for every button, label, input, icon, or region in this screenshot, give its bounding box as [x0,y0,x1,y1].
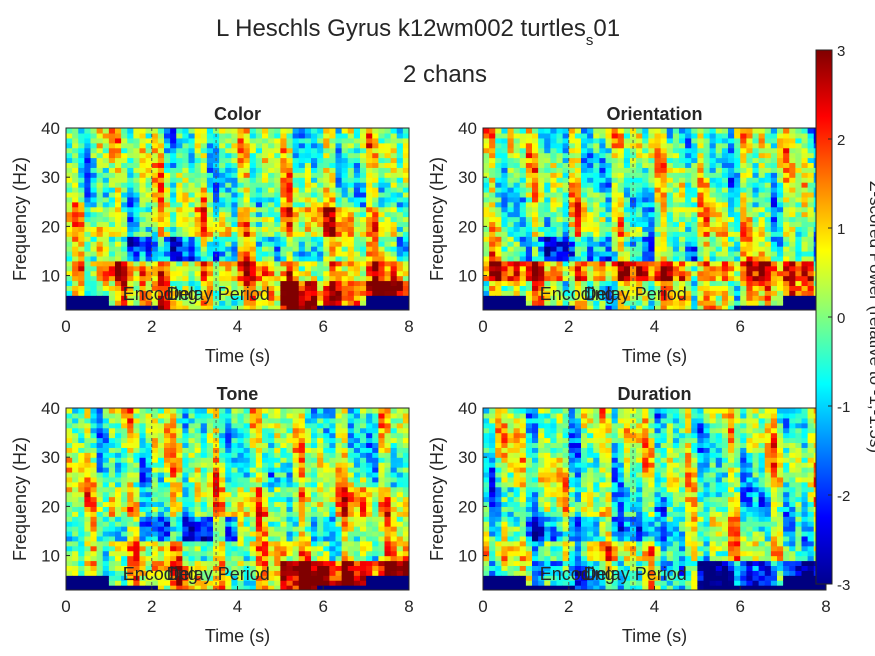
x-tick-label: 4 [650,317,659,336]
heatmap-cells [66,408,409,590]
panel-title: Duration [618,384,692,404]
y-tick-label: 40 [458,399,477,418]
x-tick-label: 6 [319,317,328,336]
y-axis-label: Frequency (Hz) [10,437,30,561]
y-tick-label: 20 [458,497,477,516]
y-tick-label: 10 [41,547,60,566]
colorbar-label: Z-scored Power (relative to -1,-1.5s) [866,181,875,453]
panel-title: Orientation [606,104,702,124]
y-axis-label: Frequency (Hz) [427,157,447,281]
annotation-delay-period: Delay Period [584,284,687,304]
panel-title: Color [214,104,261,124]
y-tick-label: 30 [458,168,477,187]
x-tick-label: 2 [564,597,573,616]
annotation-delay-period: Delay Period [167,564,270,584]
heatmap-cells [66,128,409,310]
colorbar-tick-label: 3 [837,43,845,60]
x-tick-label: 4 [233,597,242,616]
x-tick-label: 6 [736,597,745,616]
y-axis-label: Frequency (Hz) [427,437,447,561]
colorbar-tick-label: -3 [837,577,850,594]
colorbar-tick-label: -2 [837,488,850,505]
y-tick-label: 20 [458,217,477,236]
annotation-encoding: Encoding [123,284,198,304]
x-tick-label: 8 [404,317,413,336]
heatmap-cells [483,128,826,310]
colorbar: 3 2 1 0 -1 -2 -3 Z-scored Power (relative to -… [815,43,875,594]
panel-orientation: Orientation0246810203040Time (s)Frequenc… [427,104,831,366]
panel-tone: Tone 0 2 4 6 8 10 20 30 40 Time (s) Frequency (Hz) E… [10,384,414,646]
x-tick-label: 2 [147,317,156,336]
x-tick-label: 6 [736,317,745,336]
annotation-delay-period: Delay Period [584,564,687,584]
x-axis-label: Time (s) [622,626,687,646]
y-tick-label: 40 [458,119,477,138]
y-tick-label: 30 [41,448,60,467]
x-tick-label: 0 [61,597,70,616]
colorbar-tick-label: 1 [837,221,845,238]
x-axis-label: Time (s) [205,626,270,646]
y-tick-label: 10 [458,547,477,566]
y-tick-label: 40 [41,399,60,418]
x-tick-label: 4 [233,317,242,336]
panel-title: Tone [217,384,259,404]
y-tick-label: 20 [41,217,60,236]
x-tick-label: 0 [478,597,487,616]
colorbar-tick-label: 0 [837,310,845,327]
x-tick-label: 0 [478,317,487,336]
x-axis-label: Time (s) [622,346,687,366]
colorbar-tick-label: -1 [837,399,850,416]
y-tick-label: 10 [41,267,60,286]
x-tick-label: 2 [147,597,156,616]
colorbar-ticks: 3 2 1 0 -1 -2 -3 [828,43,850,594]
figure-title: L Heschls Gyrus k12wm002 turtless01 [216,15,620,49]
y-tick-label: 10 [458,267,477,286]
x-tick-label: 6 [319,597,328,616]
y-tick-label: 40 [41,119,60,138]
panel-color: Color 0 2 4 6 8 10 20 30 40 Time (s) Frequency (Hz)… [10,104,414,366]
y-axis-label: Frequency (Hz) [10,157,30,281]
x-tick-label: 0 [61,317,70,336]
annotation-encoding: Encoding [123,564,198,584]
x-tick-label: 2 [564,317,573,336]
annotation-encoding: Encoding [540,284,615,304]
annotation-delay-period: Delay Period [167,284,270,304]
x-axis-label: Time (s) [205,346,270,366]
annotation-encoding: Encoding [540,564,615,584]
x-tick-label: 4 [650,597,659,616]
y-tick-label: 30 [458,448,477,467]
panel-duration: Duration 0 2 4 6 8 10 20 30 40 Time (s) Frequency (… [427,384,831,646]
heatmap-cells [483,408,826,590]
x-tick-label: 8 [821,597,830,616]
figure-subtitle: 2 chans [403,61,487,88]
y-tick-label: 30 [41,168,60,187]
colorbar-tick-label: 2 [837,132,845,149]
y-tick-label: 20 [41,497,60,516]
x-tick-label: 8 [404,597,413,616]
